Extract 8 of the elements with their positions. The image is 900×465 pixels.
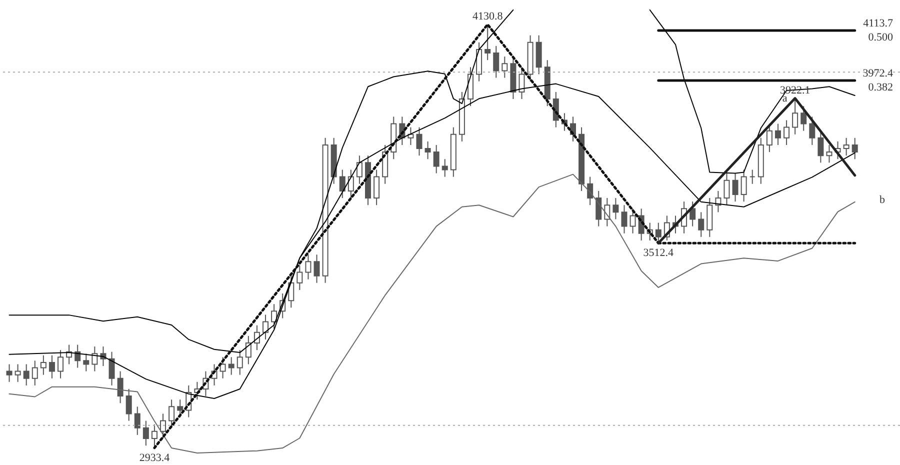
annotation: 2933.4 bbox=[139, 452, 170, 464]
text: b bbox=[879, 194, 886, 206]
text: 0.382 bbox=[868, 81, 893, 94]
annotation: 3512.4 bbox=[643, 247, 674, 260]
text: 3972.4 bbox=[862, 67, 894, 80]
annotation: 4130.8 bbox=[472, 10, 504, 22]
text: 0.500 bbox=[868, 32, 894, 44]
text: 4113.7 bbox=[863, 18, 894, 30]
